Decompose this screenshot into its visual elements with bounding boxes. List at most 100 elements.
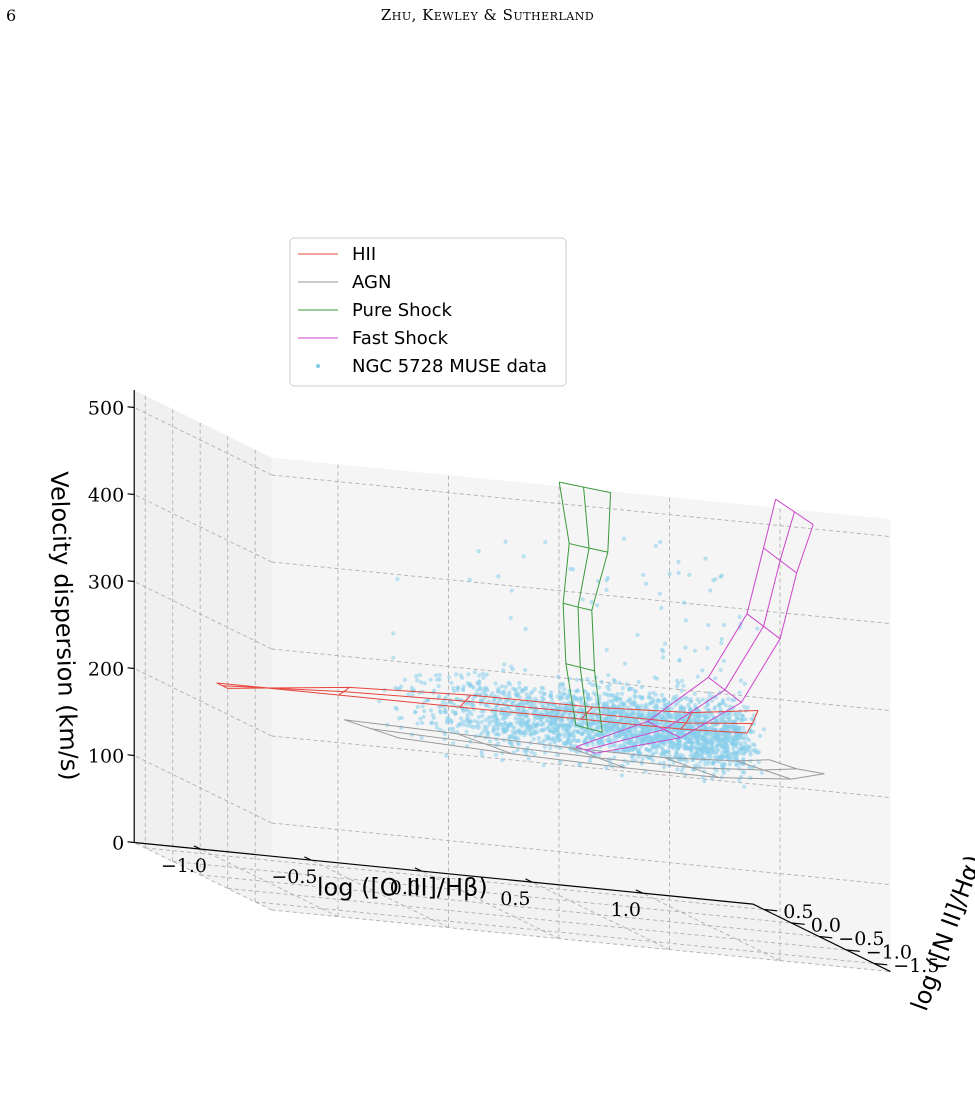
z-axis-label: Velocity dispersion (km/s) <box>45 471 84 781</box>
pure-shock-grid-line <box>565 663 595 672</box>
y-tick-label: −1.0 <box>866 941 912 963</box>
scatter-point <box>597 731 602 736</box>
scatter-point <box>557 737 562 743</box>
scatter-point <box>703 556 708 561</box>
scatter-point <box>647 728 652 734</box>
scatter-point <box>617 718 623 723</box>
scatter-point <box>635 632 640 637</box>
scatter-point <box>391 631 396 636</box>
scatter-point <box>714 744 719 749</box>
scatter-point <box>590 702 596 708</box>
scatter-point <box>485 731 490 736</box>
scatter-point <box>452 702 457 707</box>
scatter-point <box>700 668 705 673</box>
hii-grid-line <box>216 682 747 734</box>
scatter-point <box>727 704 733 709</box>
scatter-point <box>555 752 560 757</box>
scatter-point <box>703 738 709 743</box>
scatter-point <box>605 575 610 581</box>
grid-line <box>172 860 792 924</box>
scatter-point <box>556 723 561 729</box>
scatter-point <box>574 696 579 701</box>
scatter-point <box>676 559 681 565</box>
scatter-point <box>627 698 632 703</box>
scatter-point <box>627 686 632 691</box>
scatter-point <box>529 750 534 755</box>
scatter-point <box>605 684 610 689</box>
scatter-point <box>482 724 487 729</box>
grid-line <box>134 407 272 476</box>
scatter-point <box>444 753 449 758</box>
scatter-point <box>673 755 678 760</box>
scatter-point <box>606 673 611 678</box>
scatter-point <box>615 691 620 696</box>
hii-grid-line <box>227 686 758 714</box>
scatter-point <box>709 698 715 703</box>
scatter-point <box>597 685 602 690</box>
scatter-point <box>698 755 703 760</box>
scatter-point <box>495 725 500 730</box>
scatter-point <box>641 728 647 733</box>
scatter-point <box>469 719 474 724</box>
scatter-point <box>512 687 517 692</box>
scatter-point <box>422 709 427 714</box>
scatter-point <box>628 730 633 735</box>
scatter-point <box>574 677 579 682</box>
scatter-point <box>699 748 705 753</box>
scatter-point <box>675 701 680 706</box>
scatter-point <box>528 732 533 737</box>
scatter-point <box>508 615 513 621</box>
scatter-point <box>735 725 740 730</box>
scatter-point <box>742 784 747 789</box>
scatter-point <box>639 713 644 718</box>
scatter-point <box>742 704 747 709</box>
scatter-point <box>720 737 725 742</box>
scatter-point <box>541 763 546 768</box>
z-tick-label: 400 <box>88 485 124 507</box>
scatter-point <box>470 703 475 708</box>
scatter-point <box>550 725 555 730</box>
scatter-point <box>490 691 495 696</box>
scatter-point <box>519 731 524 736</box>
scatter-point <box>630 754 635 760</box>
fast-shock-grid-line <box>575 746 596 754</box>
z-tick-mark <box>127 406 135 409</box>
grid-line <box>134 755 272 824</box>
scatter-point <box>589 599 594 605</box>
scatter-point <box>586 714 591 719</box>
x-tick-label: 0.5 <box>500 888 530 910</box>
scatter-point <box>606 693 611 698</box>
scatter-point <box>464 708 469 713</box>
scatter-point <box>627 713 632 718</box>
scatter-point <box>509 588 514 593</box>
scatter-point <box>417 672 422 678</box>
scatter-point <box>750 742 755 747</box>
scatter-point <box>434 725 439 730</box>
scatter-point <box>531 736 536 742</box>
scatter-point <box>574 750 579 755</box>
scatter-point <box>458 716 464 721</box>
scatter-point <box>683 695 688 700</box>
hii-grid-line <box>222 685 753 724</box>
scatter-point <box>632 746 637 751</box>
scatter-point <box>692 763 697 769</box>
scatter-point <box>661 655 666 660</box>
scatter-point <box>493 681 498 686</box>
scatter-point <box>687 739 693 744</box>
legend-box <box>289 237 567 387</box>
scatter-point <box>502 729 507 734</box>
scatter-point <box>722 748 727 754</box>
scatter-point <box>421 714 426 719</box>
scatter-point <box>433 673 438 678</box>
scatter-point <box>717 703 722 708</box>
legend-label: HII <box>352 244 376 265</box>
scatter-point <box>549 690 554 695</box>
scatter-point <box>701 736 706 741</box>
scatter-point <box>688 707 693 712</box>
scatter-point <box>713 733 718 738</box>
scatter-point <box>480 713 485 718</box>
scatter-point <box>708 588 713 593</box>
y-tick-mark <box>791 922 805 925</box>
scatter-point <box>399 715 404 720</box>
fast-shock-grid-line <box>763 547 797 574</box>
